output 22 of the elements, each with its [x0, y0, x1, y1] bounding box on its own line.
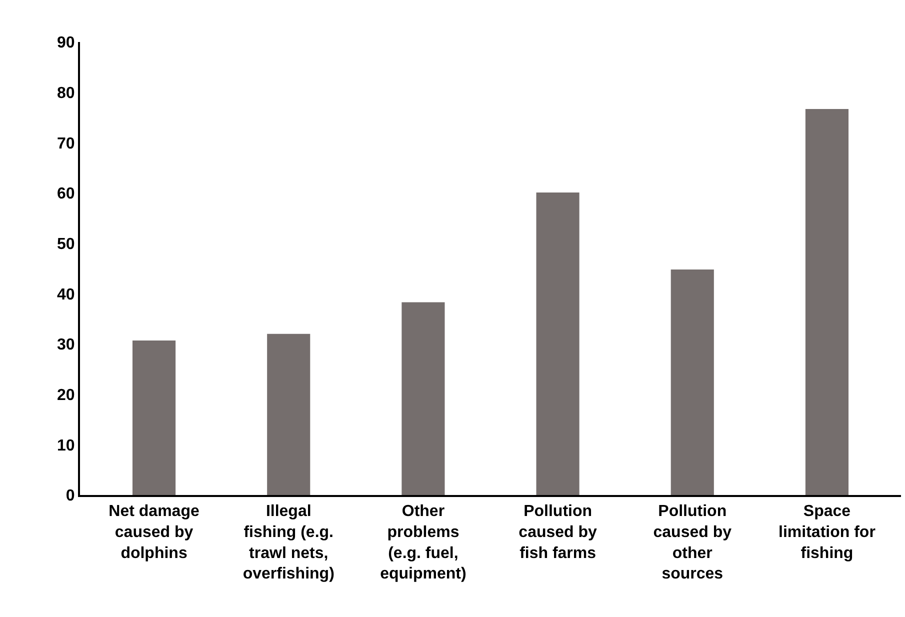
x-tick-label: Other problems (e.g. fuel, equipment) — [380, 503, 466, 583]
y-tick-label: 40 — [57, 286, 75, 304]
bar — [536, 192, 580, 495]
y-tick-label: 0 — [66, 488, 75, 505]
y-tick-label: 50 — [57, 236, 75, 253]
y-tick-label: 70 — [57, 135, 75, 152]
x-tick-label: Illegal fishing (e.g. trawl nets, overfishing) — [242, 503, 334, 583]
bar — [670, 270, 714, 495]
y-tick-label: 80 — [57, 84, 75, 102]
y-tick-label: 60 — [57, 186, 75, 203]
bar — [267, 334, 310, 495]
y-tick-label: 10 — [57, 437, 75, 454]
bar — [402, 302, 445, 495]
x-tick-label: Space limitation for fishing — [778, 503, 876, 562]
bar — [805, 108, 849, 495]
y-tick-label: 30 — [57, 336, 75, 354]
y-tick-label: 90 — [57, 34, 75, 52]
x-tick-label: Pollution caused by fish farms — [518, 503, 598, 562]
x-tick-label: Pollution caused by other sources — [653, 503, 732, 583]
y-tick-label: 20 — [57, 386, 75, 404]
x-tick-label: Net damage caused by dolphins — [108, 503, 200, 562]
bar — [132, 340, 176, 495]
